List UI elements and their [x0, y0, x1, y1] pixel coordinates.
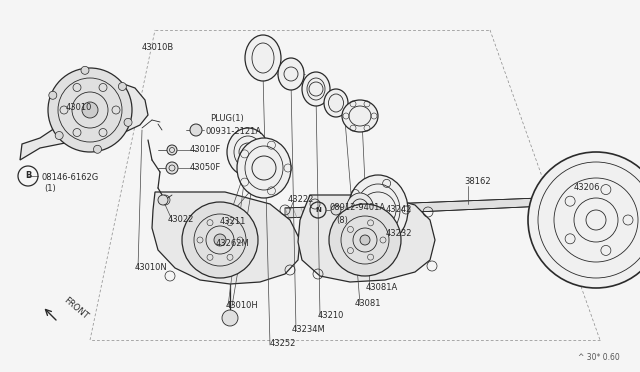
- Ellipse shape: [342, 100, 378, 132]
- Text: 43222: 43222: [288, 195, 314, 203]
- Text: 43010: 43010: [66, 103, 92, 112]
- Polygon shape: [298, 195, 435, 282]
- Text: (1): (1): [44, 185, 56, 193]
- Ellipse shape: [237, 138, 291, 198]
- Circle shape: [167, 145, 177, 155]
- Circle shape: [82, 102, 98, 118]
- Ellipse shape: [324, 89, 348, 117]
- Ellipse shape: [348, 175, 408, 245]
- Text: (8): (8): [336, 215, 348, 224]
- Text: 43010B: 43010B: [142, 42, 174, 51]
- Circle shape: [124, 118, 132, 126]
- Text: 43211: 43211: [220, 218, 246, 227]
- Ellipse shape: [346, 193, 374, 227]
- Text: 43022: 43022: [168, 215, 195, 224]
- Ellipse shape: [278, 58, 304, 90]
- Text: 00931-2121A: 00931-2121A: [205, 128, 261, 137]
- Text: B: B: [25, 171, 31, 180]
- Text: 43050F: 43050F: [190, 164, 221, 173]
- Ellipse shape: [302, 72, 330, 106]
- Text: 43010H: 43010H: [226, 301, 259, 310]
- Text: 43242: 43242: [386, 205, 412, 215]
- Text: 43210: 43210: [318, 311, 344, 320]
- Text: 43232: 43232: [386, 230, 413, 238]
- Circle shape: [331, 205, 341, 215]
- Circle shape: [158, 195, 168, 205]
- Circle shape: [81, 66, 89, 74]
- Circle shape: [190, 124, 202, 136]
- Text: 43234M: 43234M: [292, 324, 326, 334]
- Text: 43206: 43206: [574, 183, 600, 192]
- Text: 08912-9401A: 08912-9401A: [330, 203, 386, 212]
- Text: 38162: 38162: [464, 177, 491, 186]
- Text: 08146-6162G: 08146-6162G: [42, 173, 99, 182]
- Text: 43262M: 43262M: [216, 240, 250, 248]
- Ellipse shape: [227, 128, 269, 176]
- Circle shape: [214, 234, 226, 246]
- Circle shape: [48, 68, 132, 152]
- Text: 43010F: 43010F: [190, 145, 221, 154]
- Text: 43081: 43081: [355, 298, 381, 308]
- Text: 43252: 43252: [270, 340, 296, 349]
- Polygon shape: [20, 80, 148, 160]
- Circle shape: [528, 152, 640, 288]
- Text: 43010N: 43010N: [135, 263, 168, 272]
- Text: FRONT: FRONT: [62, 295, 90, 321]
- Text: 43081A: 43081A: [366, 283, 398, 292]
- Circle shape: [360, 235, 370, 245]
- Circle shape: [166, 162, 178, 174]
- Circle shape: [182, 202, 258, 278]
- Text: ^ 30* 0.60: ^ 30* 0.60: [579, 353, 620, 362]
- Circle shape: [222, 310, 238, 326]
- Circle shape: [93, 145, 102, 153]
- Ellipse shape: [245, 35, 281, 81]
- Text: N: N: [315, 207, 321, 213]
- Text: PLUG(1): PLUG(1): [210, 115, 244, 124]
- Polygon shape: [285, 196, 590, 218]
- Circle shape: [55, 131, 63, 140]
- Circle shape: [329, 204, 401, 276]
- Polygon shape: [152, 192, 300, 284]
- Circle shape: [118, 83, 126, 90]
- Circle shape: [49, 91, 57, 99]
